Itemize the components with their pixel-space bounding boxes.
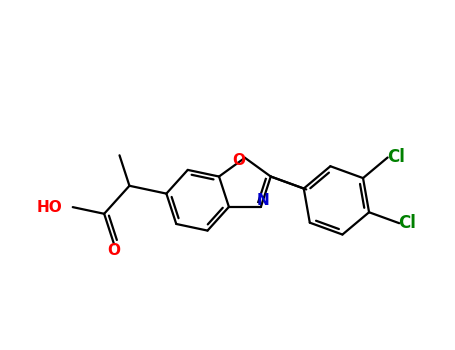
Text: HO: HO — [37, 199, 63, 215]
Text: O: O — [107, 243, 121, 258]
Text: Cl: Cl — [398, 214, 416, 232]
Text: O: O — [233, 153, 245, 168]
Text: Cl: Cl — [387, 148, 404, 167]
Text: N: N — [257, 194, 269, 209]
